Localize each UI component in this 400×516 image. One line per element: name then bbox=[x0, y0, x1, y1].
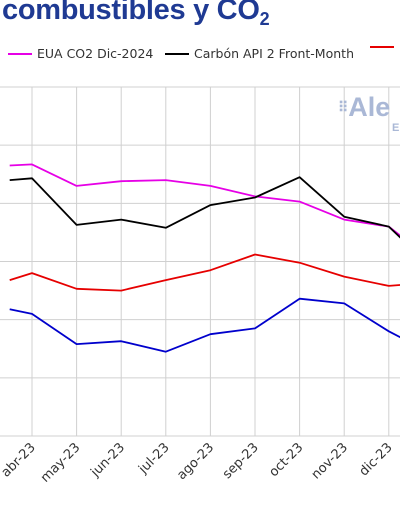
series-line-2 bbox=[9, 253, 400, 292]
chart-title: combustibles y CO2 bbox=[2, 0, 270, 30]
series-line-3 bbox=[9, 297, 400, 353]
x-tick-label: dic-23 bbox=[357, 440, 396, 479]
x-tick-label: may-23 bbox=[38, 440, 83, 485]
legend-item-eua: EUA CO2 Dic-2024 bbox=[8, 46, 153, 61]
legend-item-carbon: Carbón API 2 Front-Month bbox=[165, 46, 354, 61]
x-tick-label: jun-23 bbox=[87, 440, 128, 481]
logo-dots-icon: ⠿ bbox=[338, 99, 348, 115]
x-tick-label: sep-23 bbox=[220, 440, 262, 482]
watermark-logo-sub: E bbox=[392, 122, 400, 134]
watermark-logo: ⠿Ale bbox=[338, 92, 390, 123]
watermark-logo-text: Ale bbox=[348, 92, 391, 122]
chart-title-subscript: 2 bbox=[259, 9, 270, 29]
x-tick-label: abr-23 bbox=[0, 440, 39, 480]
legend-item-third bbox=[370, 46, 399, 48]
legend-swatch-eua bbox=[8, 52, 32, 55]
x-tick-label: ago-23 bbox=[174, 440, 217, 483]
chart-legend: EUA CO2 Dic-2024 Carbón API 2 Front-Mont… bbox=[0, 46, 400, 66]
legend-swatch-third bbox=[370, 46, 394, 48]
legend-label-eua: EUA CO2 Dic-2024 bbox=[37, 46, 154, 61]
x-tick-label: oct-23 bbox=[267, 440, 307, 480]
legend-swatch-carbon bbox=[165, 52, 189, 55]
chart-title-main: combustibles y CO bbox=[2, 0, 260, 26]
series-line-1 bbox=[9, 176, 400, 239]
x-tick-label: jul-23 bbox=[135, 440, 172, 477]
legend-label-carbon: Carbón API 2 Front-Month bbox=[194, 46, 354, 61]
x-tick-label: nov-23 bbox=[309, 440, 351, 482]
series-line-0 bbox=[9, 163, 400, 237]
